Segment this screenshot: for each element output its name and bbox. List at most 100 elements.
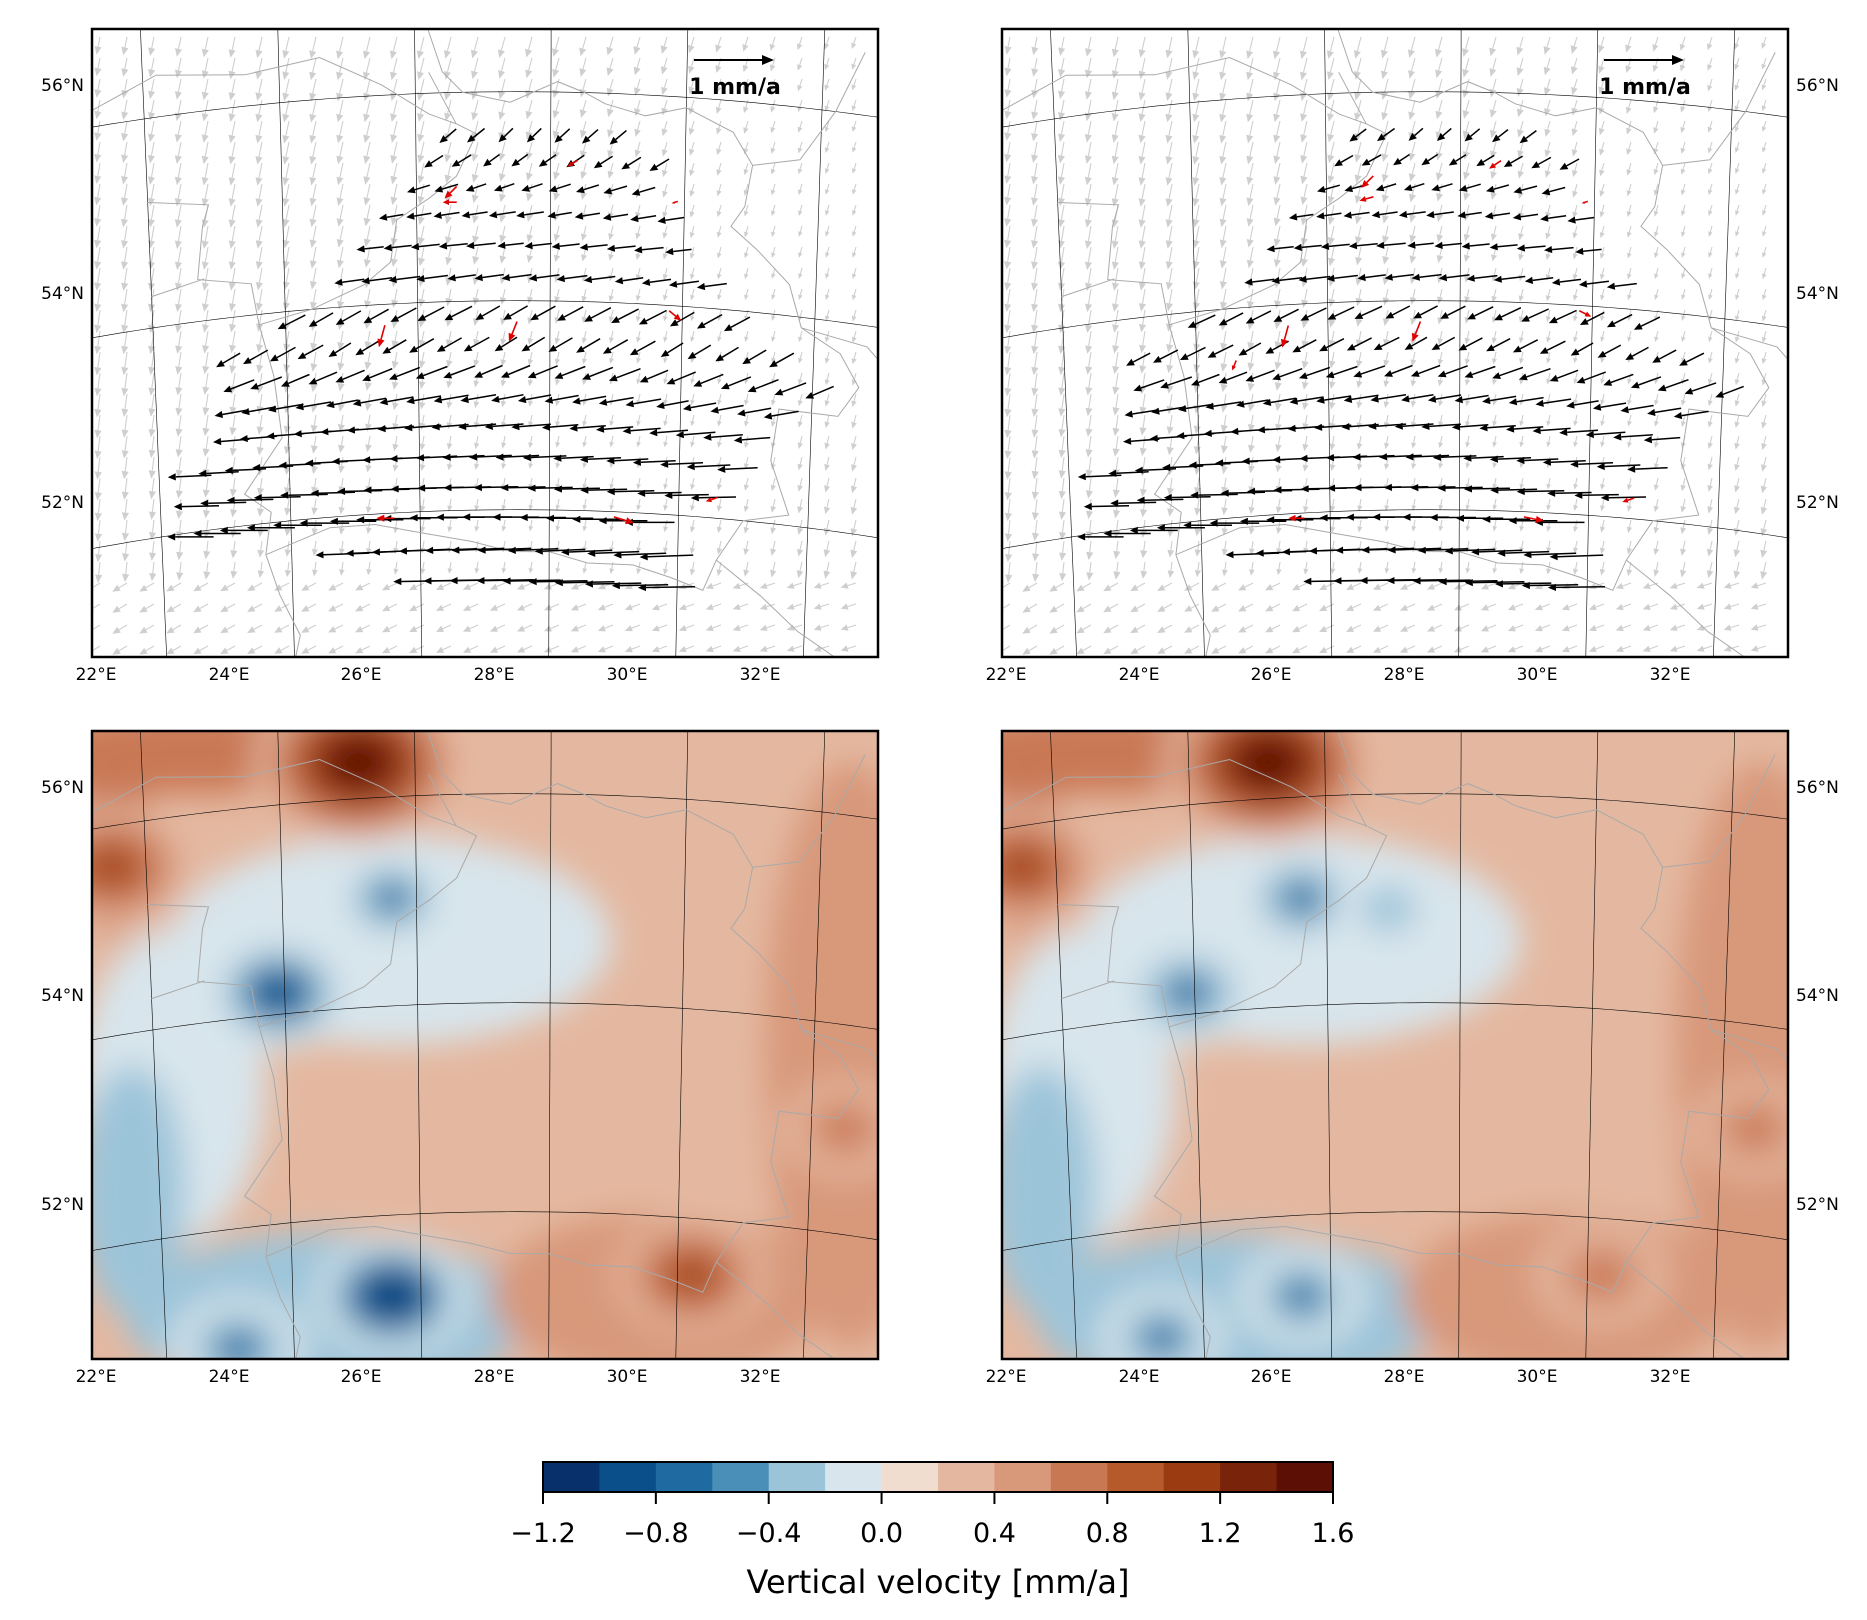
background-vector — [1354, 141, 1362, 163]
station-vectors — [1077, 127, 1744, 591]
background-vector — [1546, 309, 1551, 322]
background-vector — [148, 99, 156, 121]
background-vector — [391, 351, 399, 370]
scale-arrow-label: 1 mm/a — [1599, 75, 1691, 100]
background-vector — [436, 582, 452, 590]
station-vector — [521, 183, 543, 192]
background-vector — [1247, 330, 1255, 351]
station-vector — [1354, 305, 1383, 319]
background-vector — [705, 603, 722, 611]
background-vector — [1696, 582, 1713, 589]
background-vector — [554, 330, 561, 345]
background-vector — [462, 582, 479, 590]
background-vector — [1355, 288, 1363, 307]
meridian-line — [803, 731, 826, 1359]
background-vector — [1086, 519, 1094, 540]
station-vector — [352, 397, 387, 407]
background-vector — [364, 288, 372, 309]
station-vector — [1679, 352, 1705, 366]
background-vector — [663, 372, 668, 385]
station-vector — [1458, 337, 1483, 351]
station-vector — [1398, 210, 1426, 218]
background-vector — [390, 141, 398, 164]
station-vector — [606, 457, 649, 465]
station-vector — [579, 455, 622, 463]
station-vector — [488, 211, 516, 219]
background-vector — [417, 78, 425, 101]
background-vector — [1438, 456, 1444, 469]
station-vector — [1288, 213, 1314, 221]
background-vector — [624, 645, 641, 653]
station-vector — [337, 487, 383, 495]
background-vector — [678, 603, 695, 611]
background-vector — [840, 624, 857, 631]
station-vector — [1319, 338, 1345, 352]
background-vector — [1561, 603, 1578, 611]
background-vector — [1031, 183, 1039, 206]
station-vector — [417, 306, 445, 321]
background-vector — [1489, 78, 1497, 98]
background-vector — [1626, 540, 1633, 555]
border-line — [151, 980, 205, 1000]
background-vector — [1273, 57, 1281, 81]
station-vector — [1421, 422, 1461, 430]
station-vector — [1540, 214, 1567, 222]
background-vector — [1184, 645, 1200, 654]
background-vector — [228, 246, 236, 270]
background-vector — [1681, 288, 1686, 300]
background-vector — [121, 246, 129, 270]
background-vector — [606, 78, 614, 97]
background-vector — [1382, 225, 1390, 245]
background-vector — [1573, 288, 1578, 301]
background-vector — [716, 183, 722, 197]
background-vector — [1480, 645, 1497, 653]
background-vector — [256, 393, 264, 415]
background-vector — [633, 57, 641, 76]
station-vector — [1245, 369, 1275, 382]
background-vector — [579, 99, 587, 118]
background-vector — [1626, 183, 1632, 197]
background-vector — [606, 36, 614, 56]
background-vector — [1219, 78, 1227, 102]
station-vector — [1136, 496, 1184, 504]
background-vector — [852, 183, 857, 195]
outlier-vector — [1489, 160, 1502, 169]
background-vector — [543, 624, 560, 632]
background-vector — [797, 414, 803, 428]
parallel-line — [92, 91, 878, 128]
background-vector — [255, 78, 263, 101]
background-vector — [1598, 78, 1605, 95]
background-vector — [526, 246, 534, 263]
background-vector — [1192, 78, 1200, 102]
background-vector — [1465, 414, 1471, 427]
background-vector — [1598, 57, 1605, 74]
background-vector — [174, 141, 182, 164]
station-vector — [443, 365, 476, 379]
station-vector — [388, 275, 421, 284]
background-vector — [1031, 456, 1039, 480]
station-vector — [1516, 456, 1559, 465]
background-vector — [851, 456, 857, 472]
background-vector — [824, 57, 830, 71]
meridian-line — [1324, 29, 1333, 657]
background-vector — [1625, 78, 1632, 94]
station-vector — [474, 364, 503, 378]
station-vector — [660, 460, 704, 468]
background-vector — [1599, 204, 1605, 218]
background-vector — [1399, 624, 1416, 632]
background-vector — [419, 435, 426, 451]
background-vector — [581, 330, 587, 344]
station-vector — [1343, 394, 1379, 403]
background-vector — [597, 645, 614, 653]
background-vector — [94, 267, 102, 291]
station-vector — [1160, 376, 1193, 389]
background-vector — [1408, 99, 1416, 121]
contour-region — [92, 1065, 186, 1318]
background-vector — [663, 477, 668, 490]
background-vector — [311, 540, 318, 556]
background-vector — [366, 519, 372, 535]
station-vector — [572, 395, 607, 405]
station-vector — [1371, 211, 1398, 219]
background-vector — [1076, 645, 1092, 655]
background-vector — [310, 288, 318, 311]
